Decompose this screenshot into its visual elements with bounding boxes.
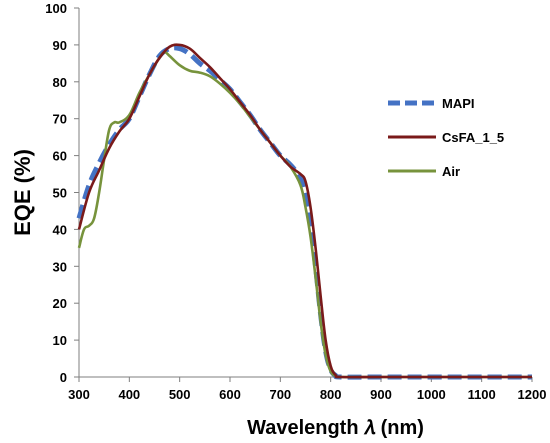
x-tick-label: 1000 xyxy=(417,387,446,402)
y-tick-label: 90 xyxy=(53,38,67,53)
legend: MAPI CsFA_1_5 Air xyxy=(388,96,504,179)
legend-label: Air xyxy=(442,164,460,179)
y-tick-label: 60 xyxy=(53,149,67,164)
x-axis-title: Wavelength 𝜆 (nm) xyxy=(247,417,424,439)
series-line-air xyxy=(77,50,532,379)
y-axis-title: EQE (%) xyxy=(10,149,35,236)
series-lines xyxy=(76,43,532,380)
x-tick-label: 500 xyxy=(169,387,191,402)
y-tick-label: 0 xyxy=(60,370,67,385)
y-tick-label: 30 xyxy=(53,259,67,274)
x-tick-label: 1100 xyxy=(468,387,496,402)
legend-label: MAPI xyxy=(442,96,475,111)
series-line-csfa-1-5 xyxy=(77,43,532,379)
axes: 300 400 500 600 700 800 900 1000 1100 1200 0 10 20 30… xyxy=(45,1,546,402)
x-tick-label: 300 xyxy=(68,387,90,402)
legend-label: CsFA_1_5 xyxy=(442,130,504,145)
y-tick-label: 100 xyxy=(45,1,67,16)
x-tick-label: 600 xyxy=(219,387,241,402)
y-tick-label: 40 xyxy=(53,222,67,237)
x-tick-label: 900 xyxy=(370,387,392,402)
y-tick-label: 20 xyxy=(53,296,67,311)
y-tick-label: 80 xyxy=(53,75,67,90)
x-tick-label: 1200 xyxy=(518,387,547,402)
x-tick-label: 800 xyxy=(320,387,342,402)
y-tick-label: 10 xyxy=(53,333,67,348)
y-tick-label: 70 xyxy=(53,112,67,127)
x-tick-label: 400 xyxy=(118,387,140,402)
x-tick-label: 700 xyxy=(269,387,291,402)
y-tick-label: 50 xyxy=(53,186,67,201)
